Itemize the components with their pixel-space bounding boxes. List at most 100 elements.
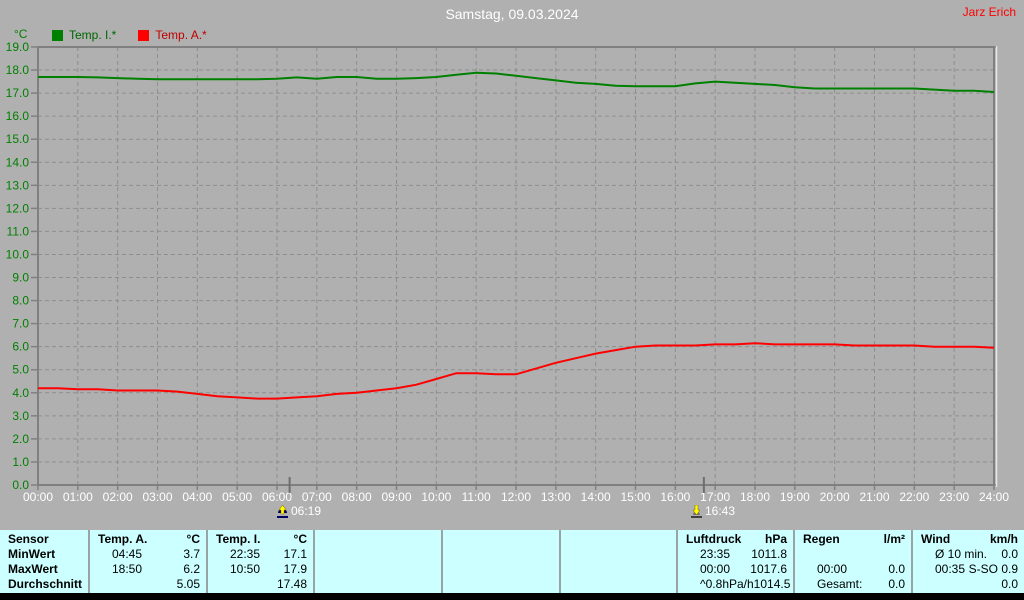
stat-time-cell: 10:50 — [230, 562, 261, 576]
stat-time-cell: ^0.8hPa/h — [700, 577, 754, 591]
y-axis-tick-label: 10.0 — [6, 247, 30, 261]
stats-section-title: Temp. I. — [216, 532, 261, 546]
legend-label-temp-a: Temp. A.* — [155, 28, 207, 42]
stats-row-header-label: MaxWert — [8, 562, 58, 576]
legend-item-temp-a: Temp. A.* — [138, 28, 207, 42]
stats-row — [795, 547, 911, 562]
y-axis-tick-label: 8.0 — [12, 294, 29, 308]
stats-row: 22:35 17.1 — [208, 547, 313, 562]
stats-section-empty-3 — [441, 530, 559, 594]
stats-row: 0.0 — [913, 577, 1024, 592]
stats-row: 00:35 S-SO 0.9 — [913, 562, 1024, 577]
stat-time-cell: 00:00 — [700, 562, 731, 576]
stats-row: Ø 10 min. 0.0 — [913, 547, 1024, 562]
stats-row-header-label: Sensor — [8, 532, 49, 546]
stat-value-cell: 3.7 — [183, 547, 200, 561]
stat-value-cell: 0.0 — [1001, 577, 1018, 591]
stats-section-unit: °C — [293, 532, 307, 546]
stats-section-temp-i: Temp. I. °C 22:35 17.1 10:50 17.9 17.48 — [206, 530, 313, 594]
stats-row — [561, 577, 676, 592]
x-axis-tick-label: 05:00 — [222, 490, 252, 504]
stats-section-unit: l/m² — [883, 532, 905, 546]
sunrise-marker: 06:19 — [276, 504, 321, 518]
stat-time-cell — [569, 547, 583, 562]
x-axis-tick-label: 20:00 — [820, 490, 850, 504]
stat-time-cell: Ø 10 min. — [935, 547, 988, 561]
y-axis-tick-label: 9.0 — [12, 271, 29, 285]
stats-row-header-label: MinWert — [8, 547, 56, 561]
stats-row — [443, 547, 559, 562]
stat-value-cell: 0.0 — [1001, 547, 1018, 561]
y-axis-tick-label: 7.0 — [12, 317, 29, 331]
stats-section-title: Luftdruck — [686, 532, 742, 546]
stats-row: 00:00 1017.6 — [678, 562, 793, 577]
author-label: Jarz Erich — [962, 5, 1016, 19]
stats-section-empty-4 — [559, 530, 676, 594]
temp-a-series-line — [38, 342, 995, 400]
y-axis-unit-label: °C — [14, 27, 28, 41]
y-axis-tick-label: 11.0 — [7, 224, 30, 238]
y-axis-tick-label: 15.0 — [6, 132, 30, 146]
stat-time-cell — [323, 547, 337, 562]
stat-value-cell: 17.9 — [283, 562, 307, 576]
stats-row: 10:50 17.9 — [208, 562, 313, 577]
stats-row-headers: Sensor MinWert MaxWert Durchschnitt — [0, 530, 88, 594]
x-axis-tick-label: 11:00 — [462, 490, 491, 504]
stats-section-header: Temp. A. °C — [90, 532, 206, 547]
temp-a-swatch-icon — [138, 29, 150, 41]
page-title: Samstag, 09.03.2024 — [445, 6, 579, 22]
stats-row — [561, 562, 676, 577]
x-axis-tick-label: 03:00 — [142, 490, 172, 504]
temperature-line-chart: 0.0 1.0 2.0 3.0 4.0 5.0 6.0 7.0 8.0 9.0 10.0 11.0 12… — [6, 40, 1010, 504]
stat-value-cell: 0.0 — [888, 562, 905, 576]
stat-value-cell: 6.2 — [183, 562, 200, 576]
stat-time-cell: Gesamt: — [817, 577, 863, 591]
stats-row-header-label: Durchschnitt — [8, 577, 83, 591]
stats-section-unit: hPa — [764, 532, 787, 546]
x-axis-tick-label: 10:00 — [421, 490, 451, 504]
stats-section-title: Regen — [803, 532, 840, 546]
stats-section-header — [443, 532, 559, 547]
stats-row: ^0.8hPa/h 1014.5 — [678, 577, 793, 592]
x-axis-tick-label: 09:00 — [381, 490, 411, 504]
x-axis-tick-label: 13:00 — [541, 490, 571, 504]
x-axis-tick-label: 17:00 — [700, 490, 730, 504]
x-axis-tick-label: 24:00 — [979, 490, 1009, 504]
stats-row: 17.48 — [208, 577, 313, 592]
x-axis-tick-label: 22:00 — [899, 490, 929, 504]
x-axis-tick-label: 15:00 — [620, 490, 650, 504]
stat-value-cell: 17.48 — [276, 577, 307, 591]
stats-row-header: MinWert — [0, 547, 88, 562]
x-axis-tick-label: 07:00 — [302, 490, 332, 504]
stats-row-header: Durchschnitt — [0, 577, 88, 592]
stat-value-cell: S-SO 0.9 — [968, 562, 1018, 576]
stat-time-cell — [451, 577, 465, 592]
stat-time-cell: 00:35 — [935, 562, 966, 576]
x-axis-tick-label: 18:00 — [740, 490, 770, 504]
y-axis-tick-label: 13.0 — [6, 178, 30, 192]
stat-time-cell — [216, 577, 230, 592]
stats-section-unit: km/h — [989, 532, 1018, 546]
stats-section-title: Temp. A. — [98, 532, 148, 546]
stats-table: Sensor MinWert MaxWert Durchschnitt Temp. A.… — [0, 530, 1024, 594]
sunrise-icon — [277, 504, 288, 518]
stats-row — [443, 577, 559, 592]
stat-time-cell: 22:35 — [230, 547, 261, 561]
stats-section-regen: Regen l/m² 00:00 0.0 Gesamt: 0.0 — [793, 530, 911, 594]
stats-section-wind: Wind km/h Ø 10 min. 0.0 00:35 S-SO 0.9 0.0 — [911, 530, 1024, 594]
y-axis-tick-label: 2.0 — [12, 432, 29, 446]
stats-row: 5.05 — [90, 577, 206, 592]
x-axis-tick-label: 01:00 — [63, 490, 93, 504]
y-axis-tick-label: 6.0 — [12, 340, 29, 354]
y-axis-tick-label: 5.0 — [12, 363, 29, 377]
stats-section-unit: °C — [186, 532, 200, 546]
y-axis-tick-label: 12.0 — [6, 201, 30, 215]
y-axis-tick-label: 1.0 — [12, 455, 29, 469]
x-axis-tick-label: 19:00 — [780, 490, 810, 504]
sunset-icon — [691, 504, 702, 518]
stats-section-temp-a: Temp. A. °C 04:45 3.7 18:50 6.2 5.05 — [88, 530, 206, 594]
stat-time-cell — [569, 577, 583, 592]
x-axis-tick-label: 21:00 — [859, 490, 889, 504]
sunset-time: 16:43 — [705, 504, 736, 518]
